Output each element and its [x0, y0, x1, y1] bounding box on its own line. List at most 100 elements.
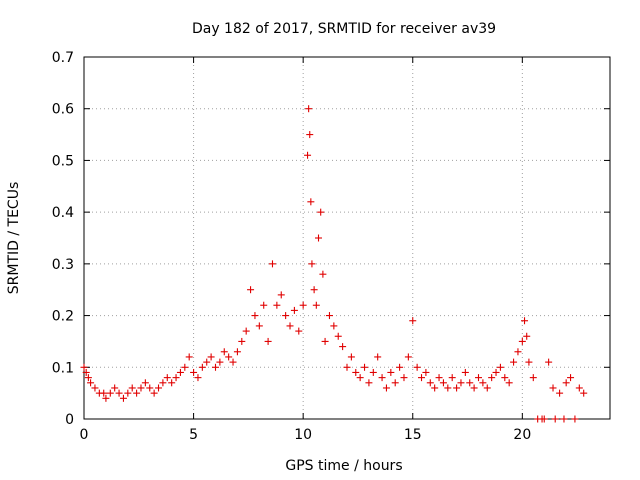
data-point	[207, 353, 215, 361]
y-tick-label: 0.5	[52, 153, 74, 169]
data-point	[295, 327, 303, 335]
data-point	[453, 384, 461, 392]
data-point	[260, 301, 268, 309]
chart-title: Day 182 of 2017, SRMTID for receiver av3…	[192, 21, 496, 37]
data-point	[339, 343, 347, 351]
data-point	[264, 337, 272, 345]
data-point	[505, 379, 513, 387]
data-point	[277, 291, 285, 299]
data-point	[483, 384, 491, 392]
y-tick-label: 0.3	[52, 257, 74, 273]
data-point	[106, 389, 114, 397]
data-point	[176, 368, 184, 376]
data-point	[119, 394, 127, 402]
data-point	[286, 322, 294, 330]
data-point	[155, 384, 163, 392]
data-point	[305, 105, 313, 113]
data-point	[233, 348, 241, 356]
data-point	[319, 270, 327, 278]
data-point	[551, 415, 559, 423]
data-point	[356, 374, 364, 382]
data-point	[124, 389, 132, 397]
x-tick-label: 10	[294, 427, 312, 443]
data-point	[556, 389, 564, 397]
data-point	[225, 353, 233, 361]
data-point	[317, 208, 325, 216]
data-point	[510, 358, 518, 366]
data-point	[137, 384, 145, 392]
y-tick-label: 0.1	[52, 360, 74, 376]
data-point	[273, 301, 281, 309]
data-point	[461, 368, 469, 376]
data-point	[146, 384, 154, 392]
data-point	[492, 368, 500, 376]
data-point	[168, 379, 176, 387]
data-point	[330, 322, 338, 330]
data-point	[466, 379, 474, 387]
data-point	[387, 368, 395, 376]
data-point	[159, 379, 167, 387]
data-point	[382, 384, 390, 392]
data-point	[525, 358, 533, 366]
ticks-layer: 0 5 10 15 20 0 0.1 0.2 0.3 0.4 0.5 0.6 0.7	[52, 50, 610, 443]
data-point	[299, 301, 307, 309]
data-point	[521, 317, 529, 325]
data-point	[102, 394, 110, 402]
data-point	[400, 374, 408, 382]
x-tick-label: 20	[513, 427, 531, 443]
data-points	[80, 105, 588, 423]
data-point	[306, 131, 314, 139]
y-tick-label: 0	[65, 412, 74, 428]
data-point	[439, 379, 447, 387]
data-point	[163, 374, 171, 382]
data-point	[150, 389, 158, 397]
data-point	[369, 368, 377, 376]
data-point	[418, 374, 426, 382]
data-point	[496, 363, 504, 371]
data-point	[84, 374, 92, 382]
x-tick-label: 0	[80, 427, 89, 443]
data-point	[247, 286, 255, 294]
x-axis-label: GPS time / hours	[285, 458, 402, 474]
data-point	[514, 348, 522, 356]
data-point	[549, 384, 557, 392]
data-point	[185, 353, 193, 361]
data-point	[352, 368, 360, 376]
grid-layer	[84, 57, 610, 419]
data-point	[529, 374, 537, 382]
data-point	[111, 384, 119, 392]
x-tick-label: 15	[404, 427, 422, 443]
data-point	[203, 358, 211, 366]
data-point	[312, 301, 320, 309]
data-point	[457, 379, 465, 387]
data-point	[115, 389, 123, 397]
y-tick-label: 0.7	[52, 50, 74, 66]
data-point	[304, 151, 312, 159]
y-tick-label: 0.6	[52, 102, 74, 118]
data-point	[488, 374, 496, 382]
data-point	[100, 389, 108, 397]
data-point	[82, 368, 90, 376]
data-point	[404, 353, 412, 361]
data-point	[444, 384, 452, 392]
data-point	[229, 358, 237, 366]
data-point	[198, 363, 206, 371]
data-point	[374, 353, 382, 361]
data-point	[87, 379, 95, 387]
data-point	[396, 363, 404, 371]
data-point	[571, 415, 579, 423]
data-point	[133, 389, 141, 397]
data-point	[562, 379, 570, 387]
data-point	[181, 363, 189, 371]
data-point	[172, 374, 180, 382]
data-point	[378, 374, 386, 382]
data-point	[212, 363, 219, 371]
data-point	[391, 379, 399, 387]
data-point	[365, 379, 373, 387]
data-point	[321, 337, 329, 345]
x-tick-label: 5	[189, 427, 198, 443]
data-point	[448, 374, 456, 382]
data-point	[347, 353, 355, 361]
data-point	[431, 384, 439, 392]
